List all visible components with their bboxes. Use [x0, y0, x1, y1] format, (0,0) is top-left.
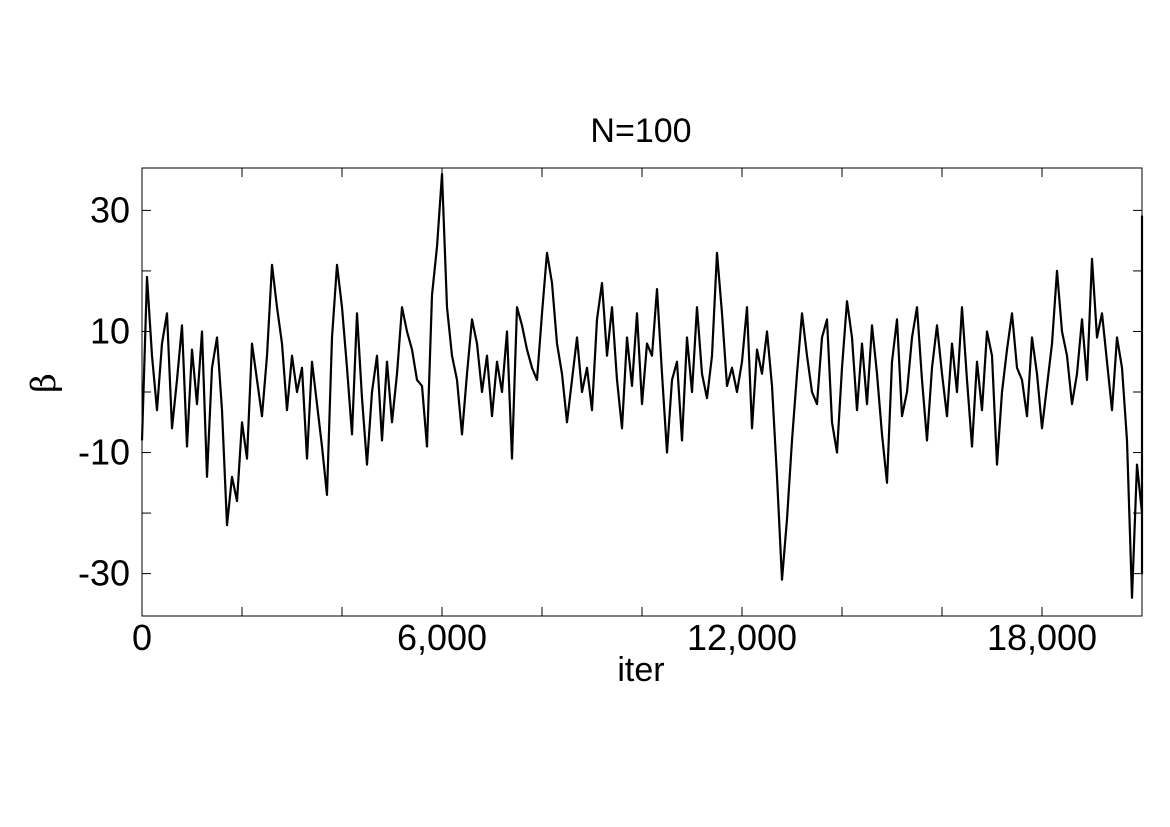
chart-title: N=100 — [590, 112, 691, 150]
x-tick-label: 6,000 — [397, 617, 487, 658]
x-axis-label: iter — [617, 651, 664, 689]
y-tick-label: 10 — [90, 310, 130, 351]
series-layer — [140, 173, 1144, 599]
y-tick-label: -30 — [78, 553, 130, 594]
x-tick-label: 18,000 — [987, 617, 1097, 658]
axis-tick-labels: 0 6,000 12,000 18,000 30 10 -10 -30 — [78, 189, 1097, 658]
y-axis-label: β — [24, 373, 64, 393]
y-tick-label: -10 — [78, 432, 130, 473]
x-tick-label: 0 — [132, 617, 152, 658]
series-line — [140, 173, 1144, 599]
x-tick-label: 12,000 — [687, 617, 797, 658]
y-tick-label: 30 — [90, 189, 130, 230]
